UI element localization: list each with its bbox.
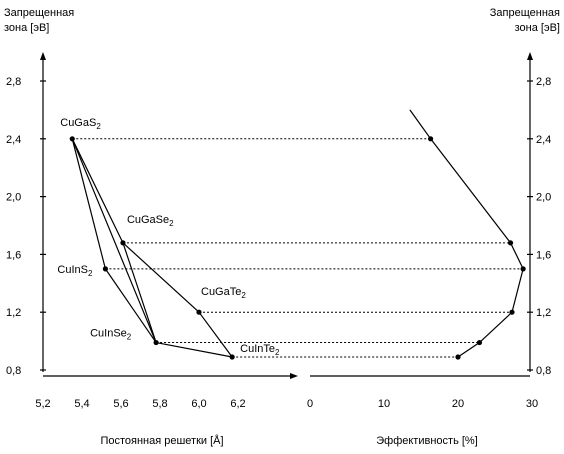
left-y-title: зона [эВ]: [4, 22, 49, 34]
efficiency-x-tick-label: 20: [452, 398, 464, 410]
efficiency-x-tick-label: 30: [526, 398, 538, 410]
left-y-tick-label: 1,6: [6, 249, 21, 261]
right-y-title: Запрещенная: [490, 7, 560, 19]
right-y-tick-label: 2,8: [536, 76, 551, 88]
material-label: CuGaS2: [60, 117, 101, 131]
lattice-x-axis-arrow: [290, 373, 298, 379]
efficiency-x-tick-label: 10: [378, 398, 390, 410]
left-y-tick-label: 1,2: [6, 307, 21, 319]
material-point: [196, 309, 202, 315]
efficiency-curve: [409, 109, 526, 360]
lattice-link-line: [122, 242, 200, 313]
efficiency-point: [507, 240, 514, 246]
left-y-tick-label: 2,0: [6, 192, 21, 204]
lattice-link-line: [104, 268, 157, 343]
lattice-x-tick-label: 5,4: [74, 398, 89, 410]
efficiency-x-tick-label: 0: [307, 398, 313, 410]
left-y-title: Запрещенная: [4, 7, 74, 19]
right-y-axis-arrow: [527, 52, 533, 60]
lattice-x-tick-label: 5,6: [113, 398, 128, 410]
lattice-x-tick-label: 5,8: [152, 398, 167, 410]
lattice-link-line: [122, 242, 157, 343]
material-label: CuInTe2: [240, 343, 280, 357]
lattice-x-tick-label: 6,0: [191, 398, 206, 410]
efficiency-point: [476, 339, 483, 346]
efficiency-point: [520, 266, 526, 272]
axes: [40, 52, 533, 379]
left-y-tick-label: 0,8: [6, 365, 21, 377]
lattice-link-line: [198, 311, 233, 358]
efficiency-curve-line: [409, 109, 524, 358]
right-y-tick-label: 2,4: [536, 134, 551, 146]
material-point: [69, 136, 75, 142]
right-y-tick-label: 0,8: [536, 365, 551, 377]
lattice-x-tick-label: 5,2: [35, 398, 50, 410]
lattice-links: [71, 138, 233, 358]
material-label: CuGaTe2: [201, 286, 246, 300]
lattice-x-title: Постоянная решетки [Å]: [100, 434, 223, 447]
material-labels: CuGaS2 CuGaSe2 CuInS2 CuGaTe2 CuInSe2 CuInTe2: [57, 117, 280, 357]
material-label: CuInSe2: [90, 328, 132, 342]
left-y-tick-label: 2,8: [6, 76, 21, 88]
right-y-tick-label: 1,2: [536, 307, 551, 319]
left-y-tick-label: 2,4: [6, 134, 21, 146]
efficiency-connectors: [72, 138, 524, 358]
material-point: [102, 266, 108, 272]
lattice-x-tick-label: 6,2: [230, 398, 245, 410]
efficiency-point: [428, 136, 434, 142]
efficiency-point: [455, 354, 461, 360]
right-y-title: зона [эВ]: [515, 22, 560, 34]
left-y-axis-arrow: [40, 52, 46, 60]
efficiency-x-title: Эффективность [%]: [376, 435, 478, 447]
material-label: CuInS2: [57, 264, 93, 278]
right-y-tick-label: 2,0: [536, 192, 551, 204]
lattice-link-line: [71, 138, 124, 244]
efficiency-point: [509, 309, 515, 315]
lattice-link-line: [71, 138, 157, 343]
material-point: [229, 354, 235, 360]
material-label: CuGaSe2: [127, 214, 174, 228]
lattice-link-line: [155, 341, 233, 358]
material-point: [120, 240, 126, 246]
material-point: [153, 339, 159, 346]
material-points: [69, 136, 235, 360]
lattice-link-line: [71, 138, 106, 269]
right-y-tick-label: 1,6: [536, 249, 551, 261]
axis-text: 2,8 2,8 2,4 2,4 2,0 2,0 1,6 1,6 1,2 1,2 0,8 0,8 5,2 5…: [4, 7, 560, 447]
